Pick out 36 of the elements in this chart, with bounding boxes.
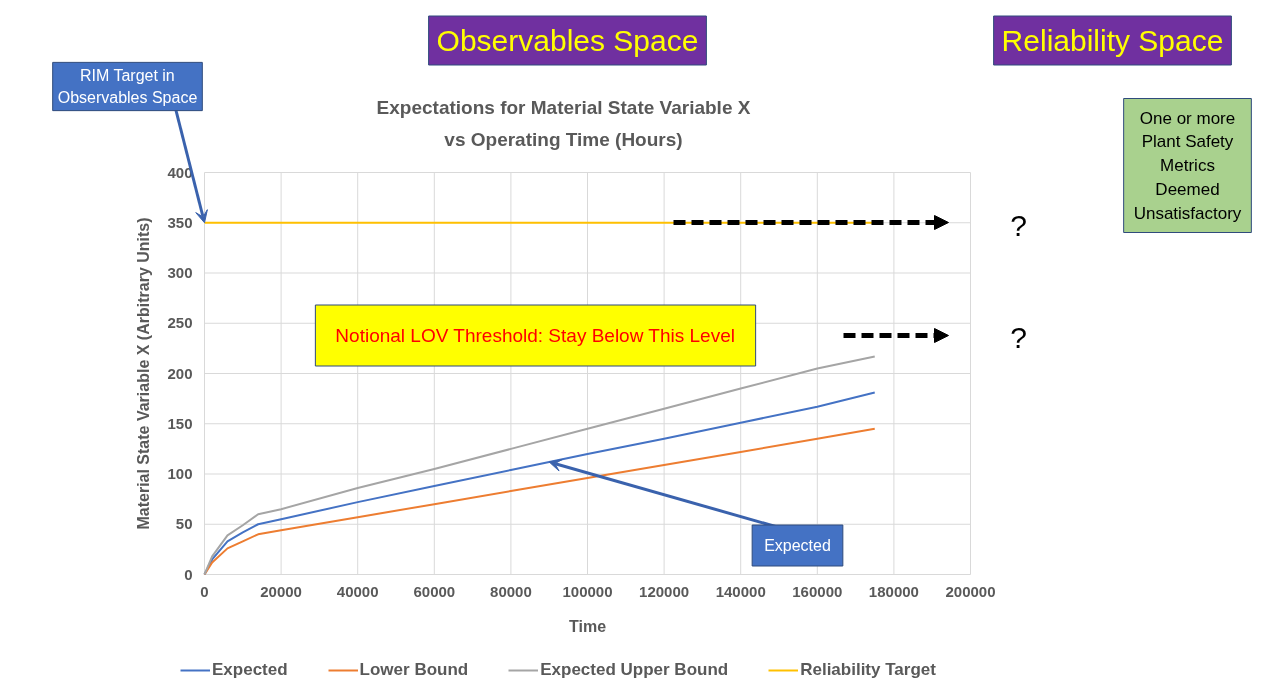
legend-label: Lower Bound (359, 660, 469, 680)
x-tick-label: 120000 (639, 582, 690, 600)
x-tick-label: 100000 (562, 582, 613, 600)
annotation: Expected (764, 537, 831, 554)
x-tick-label: 140000 (715, 582, 766, 600)
text: Observables Space (436, 24, 699, 57)
x-axis-title: Time (568, 618, 607, 635)
chart-title: Expectations for Material State Variable X vs Operating Time (Hours) (376, 97, 751, 150)
y-tick-label: 100 (167, 465, 193, 482)
x-tick-label: 40000 (336, 582, 379, 600)
annotation: Notional LOV Threshold: Stay Below This Level (335, 325, 735, 346)
y-tick-label: 200 (167, 364, 193, 382)
y-tick-label: 300 (167, 264, 193, 281)
text: Reliability Space (1001, 24, 1224, 57)
x-tick-label: 20000 (260, 582, 302, 600)
x-tick-label: 60000 (413, 582, 456, 600)
legend-label: Expected (212, 660, 288, 680)
y-tick-label: 150 (167, 414, 193, 432)
legend-label: Reliability Target (800, 660, 936, 680)
x-tick-label: 180000 (868, 582, 919, 600)
y-tick-label: 250 (167, 314, 193, 332)
y-tick-label: 350 (167, 213, 193, 231)
line-series (203, 427, 876, 576)
text: ? (1010, 209, 1027, 242)
y-axis-title: Material State Variable X (Arbitrary Units) (135, 217, 152, 530)
text: ? (1010, 321, 1027, 354)
x-tick-label: 200000 (945, 582, 996, 600)
x-tick-label: 0 (200, 582, 209, 600)
annotation: RIM Target in Observables Space (57, 67, 198, 106)
legend-label: Expected Upper Bound (540, 660, 729, 680)
line-series (203, 355, 876, 576)
y-tick-label: 50 (175, 515, 193, 533)
x-tick-label: 160000 (792, 582, 843, 600)
x-tick-label: 80000 (490, 582, 532, 600)
text: One or more Plant Safety Metrics Deemed Unsatisfactory (1133, 108, 1242, 223)
y-tick-label: 0 (184, 565, 193, 583)
